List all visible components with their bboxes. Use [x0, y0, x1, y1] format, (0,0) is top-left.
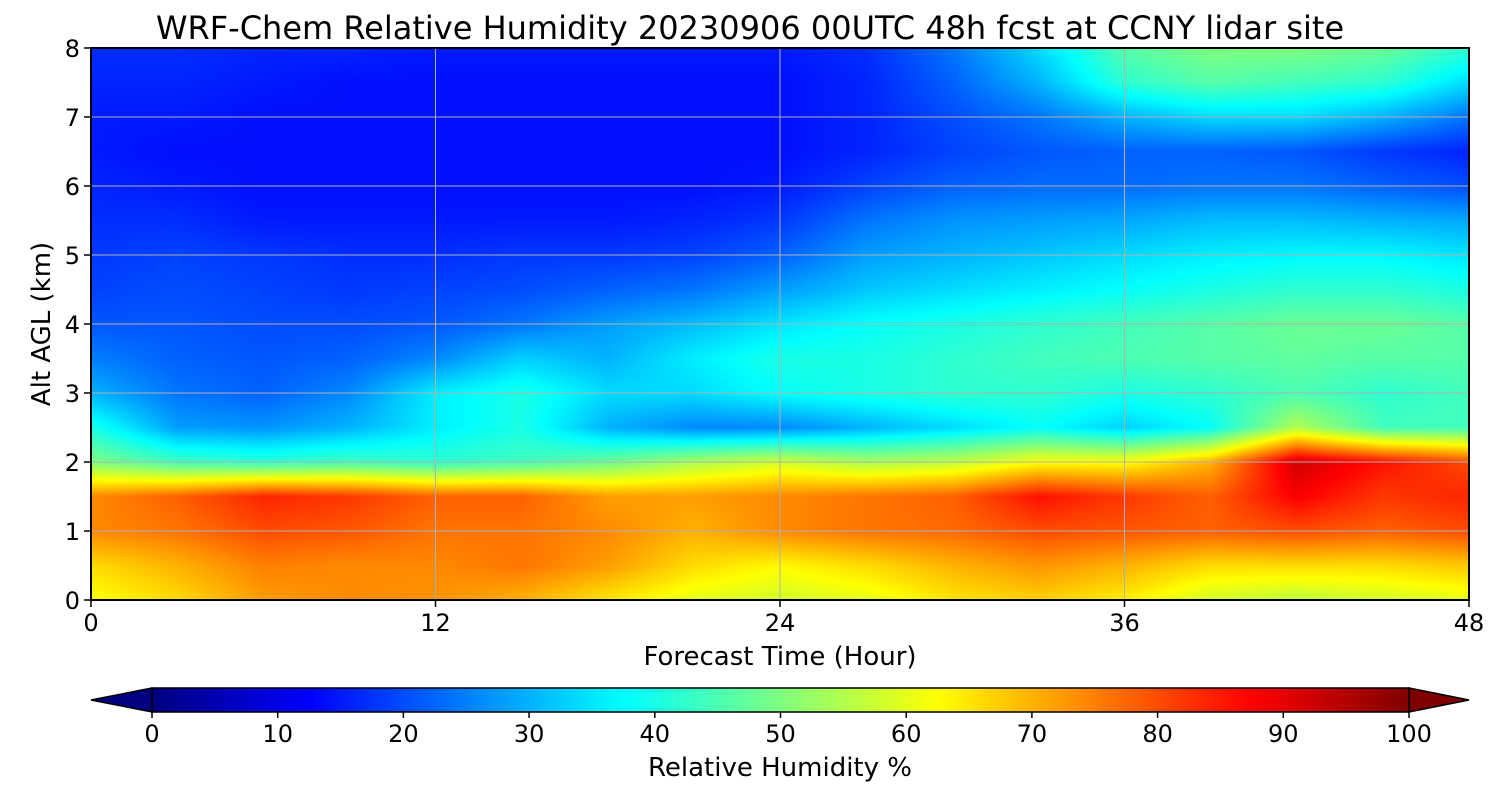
grid-lines	[91, 48, 1469, 600]
colorbar-tick-label: 50	[765, 720, 796, 748]
colorbar: 0 10 20 30 40 50 60 70 80 90 100 Relative Humidity…	[90, 687, 1470, 783]
y-tick-label: 4	[65, 311, 80, 339]
colorbar-tick-label: 80	[1142, 720, 1173, 748]
colorbar-tick-label: 10	[262, 720, 293, 748]
y-tick-label: 5	[65, 242, 80, 270]
y-tick-label: 6	[65, 173, 80, 201]
y-axis: 0 1 2 3 4 5 6 7 8	[65, 35, 91, 615]
x-axis-label: Forecast Time (Hour)	[643, 642, 916, 672]
colorbar-tick-label: 40	[640, 720, 671, 748]
colorbar-gradient	[152, 688, 1409, 712]
colorbar-tick-label: 30	[514, 720, 545, 748]
y-tick-label: 3	[65, 380, 80, 408]
colorbar-tick-label: 90	[1268, 720, 1299, 748]
plot-area	[90, 47, 1470, 601]
x-tick-label: 24	[765, 609, 796, 637]
colorbar-tick-label: 0	[144, 720, 159, 748]
colorbar-tick-label: 60	[891, 720, 922, 748]
x-axis: 0 12 24 36 48	[83, 600, 1484, 637]
chart-title: WRF-Chem Relative Humidity 20230906 00UT…	[155, 9, 1345, 47]
colorbar-extend-max	[1408, 687, 1470, 713]
y-tick-label: 7	[65, 104, 80, 132]
x-tick-label: 0	[83, 609, 98, 637]
y-tick-label: 1	[65, 518, 80, 546]
y-tick-label: 0	[65, 587, 80, 615]
x-tick-label: 12	[420, 609, 451, 637]
colorbar-tick-label: 20	[388, 720, 419, 748]
x-tick-label: 48	[1454, 609, 1485, 637]
colorbar-extend-min	[90, 687, 153, 713]
x-tick-label: 36	[1109, 609, 1140, 637]
y-tick-label: 2	[65, 449, 80, 477]
y-tick-label: 8	[65, 35, 80, 63]
colorbar-label: Relative Humidity %	[648, 753, 912, 783]
y-axis-label: Alt AGL (km)	[27, 242, 57, 406]
colorbar-ticks: 0 10 20 30 40 50 60 70 80 90 100	[144, 712, 1432, 748]
colorbar-tick-label: 100	[1386, 720, 1432, 748]
colorbar-tick-label: 70	[1017, 720, 1048, 748]
